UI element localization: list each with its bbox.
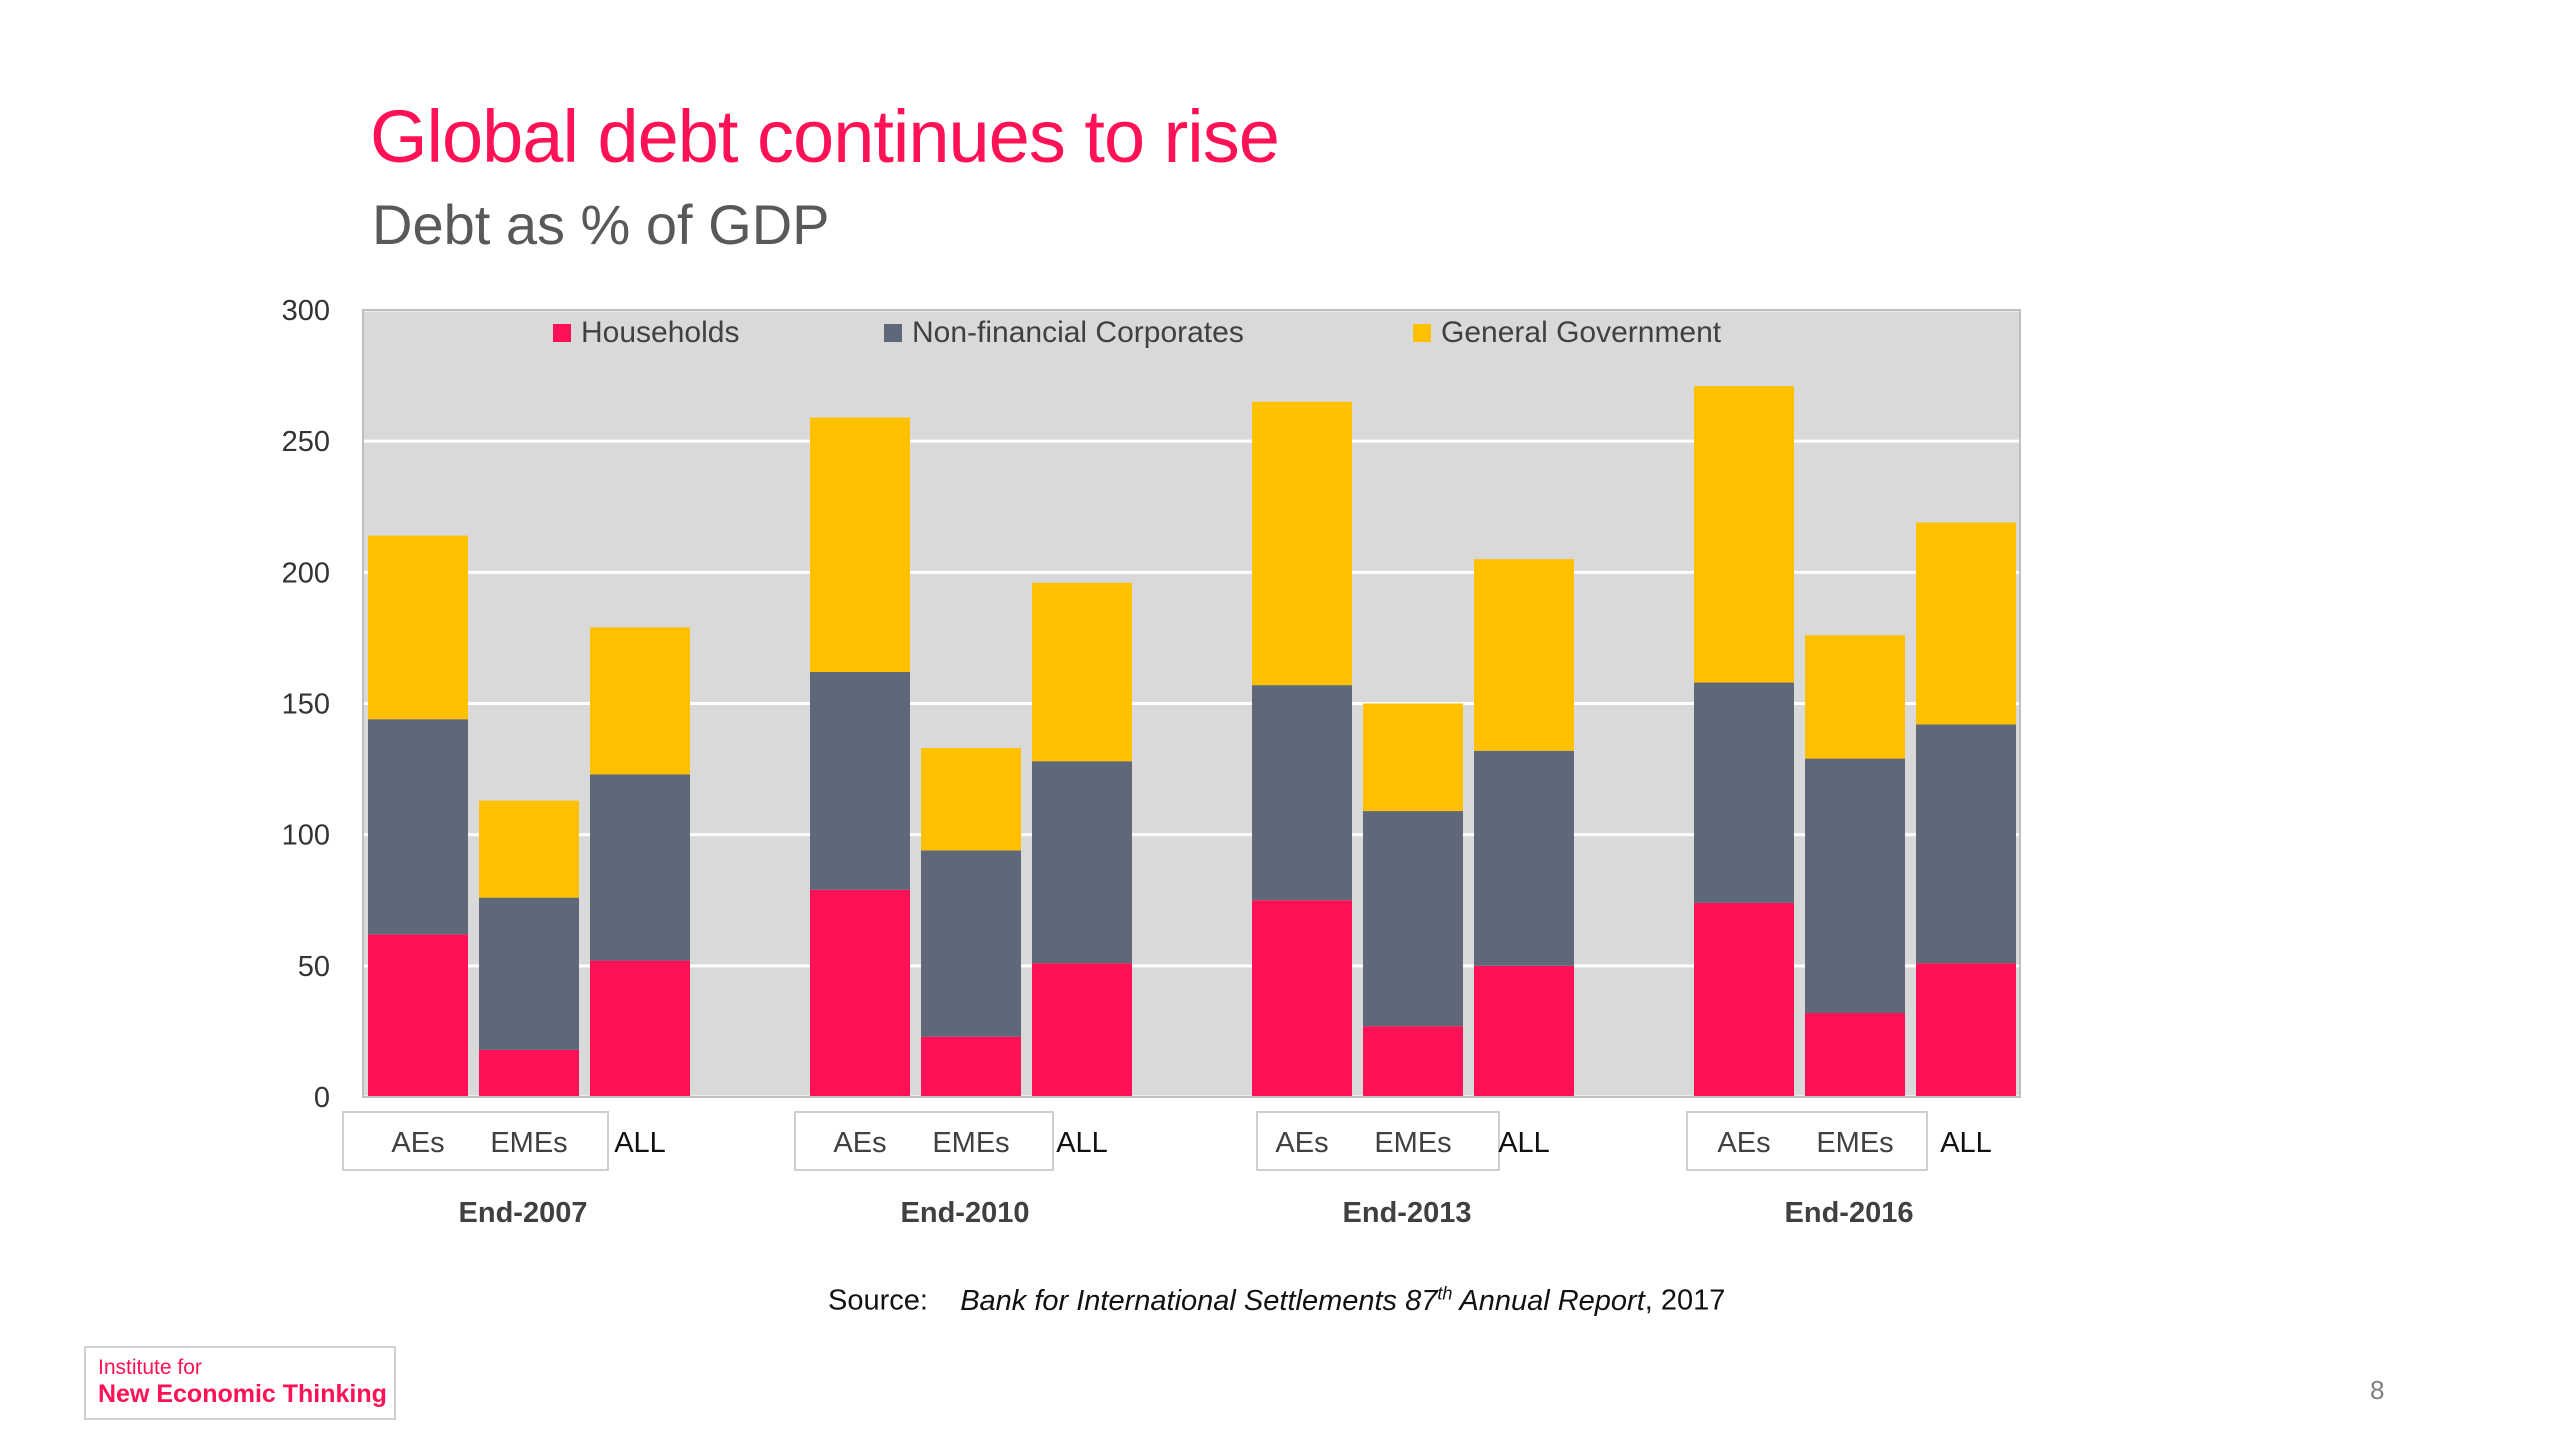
bar-segment-non-financial-corporates (590, 774, 690, 961)
x-category-label: ALL (614, 1127, 666, 1159)
bar-segment-non-financial-corporates (1805, 758, 1905, 1014)
x-category-label: AEs (1717, 1127, 1770, 1159)
bar-segment-general-government (1694, 386, 1794, 683)
page-number: 8 (2370, 1375, 2385, 1405)
legend-label: General Government (1441, 316, 1722, 349)
source-title: Bank for International Settlements 87th … (960, 1283, 1645, 1317)
x-category-label: ALL (1498, 1127, 1550, 1159)
bar-segment-non-financial-corporates (1252, 685, 1352, 901)
x-category-label: AEs (391, 1127, 444, 1159)
bar-segment-general-government (1032, 582, 1132, 762)
bar-segment-general-government (368, 535, 468, 720)
bar-segment-non-financial-corporates (921, 850, 1021, 1037)
x-category-label: EMEs (490, 1127, 567, 1159)
bar-segment-non-financial-corporates (810, 672, 910, 890)
legend-swatch (884, 324, 902, 342)
bar-segment-general-government (1916, 522, 2016, 725)
y-tick-label: 100 (282, 820, 330, 852)
x-category-label: EMEs (1816, 1127, 1893, 1159)
x-category-label: AEs (1275, 1127, 1328, 1159)
y-tick-label: 250 (282, 426, 330, 458)
x-group-label: End-2016 (1785, 1197, 1914, 1229)
bar-segment-households (1032, 963, 1132, 1097)
bar-segment-non-financial-corporates (1694, 682, 1794, 903)
bar-segment-households (590, 960, 690, 1097)
x-group-label: End-2010 (901, 1197, 1030, 1229)
bar-segment-general-government (1805, 635, 1905, 759)
source-title-pre: Bank for International Settlements 87 (960, 1284, 1438, 1317)
bar-segment-households (1916, 963, 2016, 1097)
bar-segment-non-financial-corporates (1916, 724, 2016, 964)
x-group-label: End-2007 (459, 1197, 588, 1229)
legend-label: Households (581, 316, 739, 349)
inet-logo: Institute for New Economic Thinking (84, 1346, 396, 1420)
legend-swatch (553, 324, 571, 342)
source-label: Source: (828, 1284, 928, 1317)
bar-segment-general-government (590, 627, 690, 775)
bar-segment-households (810, 889, 910, 1097)
x-category-label: EMEs (1374, 1127, 1451, 1159)
x-category-label: ALL (1940, 1127, 1992, 1159)
x-category-label: AEs (833, 1127, 886, 1159)
y-tick-label: 300 (282, 295, 330, 327)
x-group-label: End-2013 (1343, 1197, 1472, 1229)
bar-segment-general-government (1474, 559, 1574, 751)
slide-subtitle: Debt as % of GDP (372, 193, 830, 256)
y-tick-label: 200 (282, 557, 330, 589)
bar-segment-households (1694, 902, 1794, 1097)
source-title-sup: th (1437, 1283, 1453, 1303)
bar-segment-households (921, 1036, 1021, 1097)
bar-segment-general-government (479, 800, 579, 898)
source-title-post: Annual Report (1452, 1284, 1645, 1317)
bar-segment-households (1363, 1026, 1463, 1097)
y-tick-label: 0 (314, 1082, 330, 1114)
y-tick-label: 50 (298, 951, 330, 983)
bar-segment-non-financial-corporates (368, 719, 468, 935)
bar-segment-general-government (1363, 703, 1463, 812)
bar-segment-non-financial-corporates (1363, 811, 1463, 1027)
source-note: Source: Bank for International Settlemen… (828, 1283, 1725, 1318)
logo-line-1: Institute for (98, 1356, 202, 1379)
slide-title: Global debt continues to rise (370, 95, 1280, 178)
bar-segment-general-government (1252, 401, 1352, 686)
bar-segment-general-government (810, 417, 910, 673)
bar-segment-non-financial-corporates (479, 897, 579, 1050)
plot-border (362, 309, 2021, 1098)
x-category-label: EMEs (932, 1127, 1009, 1159)
category-box (1256, 1111, 1500, 1171)
bar-segment-non-financial-corporates (1474, 750, 1574, 966)
legend-swatch (1413, 324, 1431, 342)
bar-segment-households (479, 1049, 579, 1097)
bar-segment-general-government (921, 748, 1021, 851)
bar-segment-households (368, 934, 468, 1097)
debt-stacked-bar-chart: 0 50 100 150 200 250 300 Households Non-financia… (282, 295, 2021, 1229)
source-year: , 2017 (1644, 1284, 1726, 1317)
category-box (1686, 1111, 1928, 1171)
x-category-label: ALL (1056, 1127, 1108, 1159)
bar-segment-households (1252, 900, 1352, 1097)
y-tick-label: 150 (282, 689, 330, 721)
bar-segment-households (1474, 965, 1574, 1097)
legend-label: Non-financial Corporates (912, 316, 1244, 349)
category-box (342, 1111, 609, 1171)
bar-segment-non-financial-corporates (1032, 761, 1132, 964)
category-box (794, 1111, 1054, 1171)
bar-segment-households (1805, 1013, 1905, 1097)
logo-line-2: New Economic Thinking (98, 1380, 387, 1409)
